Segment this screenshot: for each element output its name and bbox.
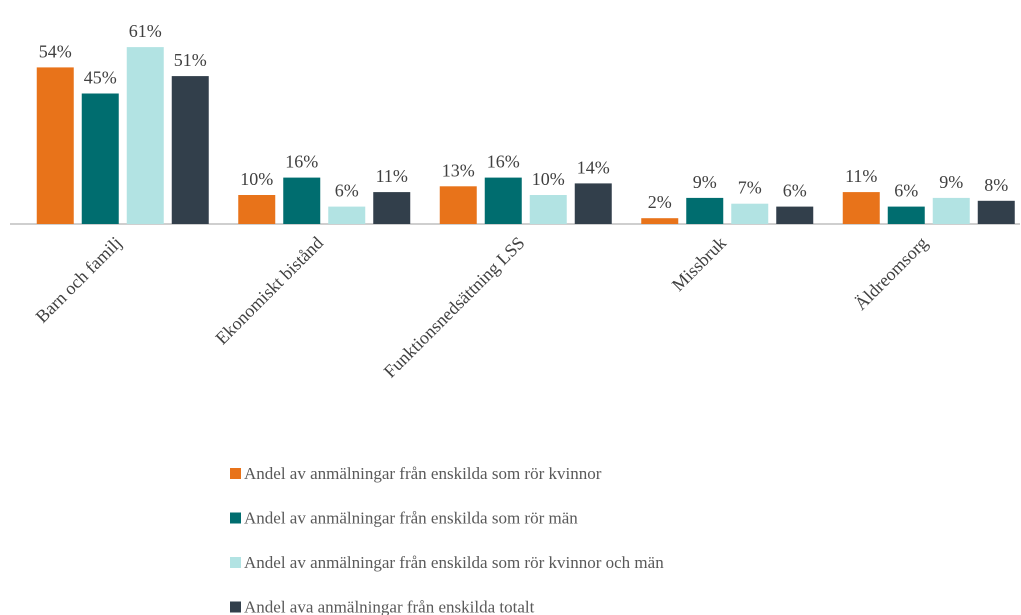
data-label: 9% [939,172,963,192]
bar [686,197,724,224]
data-label: 10% [532,169,565,189]
bar [439,186,477,224]
data-label: 2% [648,192,672,212]
bar [484,177,522,224]
bar [932,197,970,224]
legend-swatch [230,468,241,479]
bar [283,177,321,224]
bar [529,195,567,224]
data-label: 61% [129,21,162,41]
data-label: 6% [783,181,807,201]
bar [126,47,164,224]
bar [574,183,612,224]
bar [731,203,769,224]
data-label: 51% [174,50,207,70]
data-label: 11% [845,166,877,186]
data-label: 16% [487,152,520,172]
legend-swatch [230,601,241,613]
bar [887,206,925,224]
legend-label: Andel ava anmälningar från enskilda tota… [244,598,535,615]
data-label: 10% [240,169,273,189]
data-label: 8% [984,175,1008,195]
bar [328,206,366,224]
x-tick-label: Barn och familj [32,233,126,327]
legend-label: Andel av anmälningar från enskilda som r… [244,464,602,483]
x-tick-label: Ekonomiskt bistånd [211,233,327,349]
bar [36,67,74,225]
data-label: 16% [285,152,318,172]
data-label: 45% [84,68,117,88]
data-label: 11% [376,166,408,186]
bar [238,195,276,224]
bar [977,200,1015,224]
bar [842,192,880,224]
x-tick-label: Äldreomsorg [850,233,931,314]
bar [373,192,411,224]
bar [81,93,119,224]
legend-swatch [230,512,241,524]
data-label: 6% [894,181,918,201]
legend-label: Andel av anmälningar från enskilda som r… [244,553,664,572]
data-label: 9% [693,172,717,192]
legend-swatch [230,557,241,568]
x-tick-label: Missbruk [668,233,730,295]
legend-label: Andel av anmälningar från enskilda som r… [244,509,578,528]
data-label: 7% [738,178,762,198]
data-label: 14% [577,157,610,177]
bar [776,206,814,224]
data-label: 54% [39,41,72,61]
data-label: 13% [442,160,475,180]
x-tick-label: Funktionsnedsättning LSS [380,233,529,382]
bar [641,218,679,224]
bar [171,76,209,224]
data-label: 6% [335,181,359,201]
